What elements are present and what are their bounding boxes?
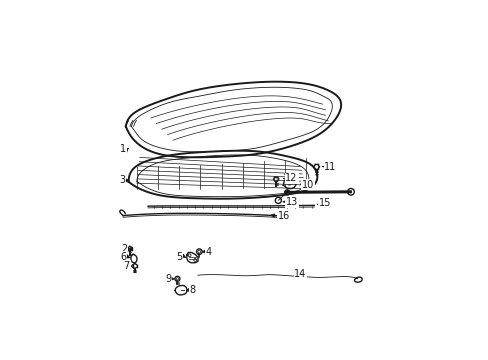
- Text: 3: 3: [119, 175, 125, 185]
- Text: 14: 14: [294, 269, 306, 279]
- Text: 11: 11: [324, 162, 336, 172]
- Text: 8: 8: [189, 285, 195, 296]
- Text: 6: 6: [121, 252, 126, 262]
- Text: 1: 1: [120, 144, 126, 153]
- Text: 4: 4: [205, 247, 211, 257]
- Text: 15: 15: [319, 198, 331, 208]
- Text: 16: 16: [277, 211, 289, 221]
- Text: 13: 13: [285, 197, 297, 207]
- Text: 7: 7: [123, 261, 129, 271]
- Text: 10: 10: [302, 180, 314, 190]
- Text: 9: 9: [164, 274, 171, 284]
- Text: 2: 2: [121, 244, 127, 254]
- Text: 12: 12: [285, 174, 297, 184]
- Circle shape: [284, 190, 289, 195]
- Text: 5: 5: [176, 252, 182, 262]
